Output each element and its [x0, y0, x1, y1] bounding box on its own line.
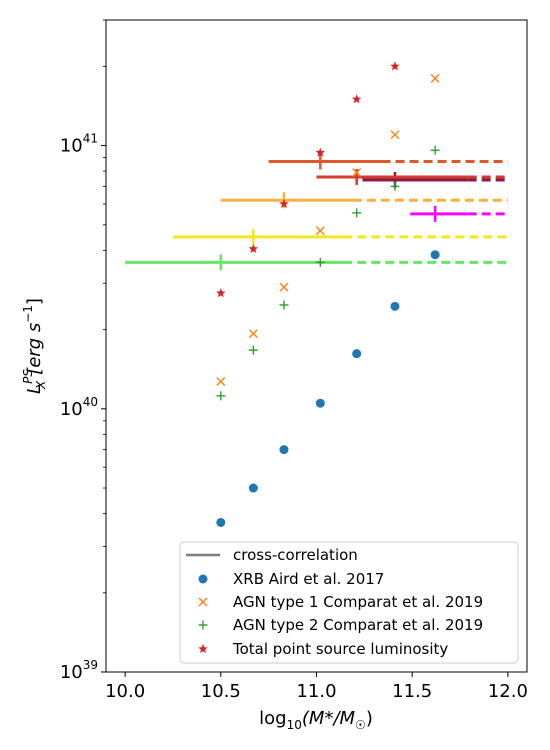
y-tick-label: 1040: [60, 395, 98, 420]
data-point-plus: [430, 145, 440, 155]
data-point-x: [430, 73, 440, 83]
data-point-star: [390, 61, 400, 71]
data-point-circle: [315, 398, 325, 408]
data-point-plus: [390, 181, 400, 191]
data-point-circle: [430, 250, 440, 260]
legend-label: cross-correlation: [233, 546, 358, 564]
legend-label: Total point source luminosity: [232, 640, 448, 658]
series-x: [216, 73, 440, 386]
data-point-x: [279, 282, 289, 292]
data-point-circle: [279, 445, 289, 455]
data-point-circle: [390, 301, 400, 311]
y-tick-label: 1041: [60, 132, 98, 157]
legend-label: XRB Aird et al. 2017: [233, 570, 384, 588]
data-point-plus: [279, 300, 289, 310]
data-point-star: [248, 243, 259, 253]
y-axis-label: LPSX[erg s−1]: [21, 298, 48, 394]
y-tick-label: 1039: [60, 658, 98, 683]
data-point-plus: [315, 257, 325, 267]
legend-handle-plus: [198, 620, 208, 630]
legend-label: AGN type 1 Comparat et al. 2019: [233, 593, 483, 611]
data-point-star: [279, 198, 289, 209]
x-axis-label: log10(M*/M☉): [259, 708, 373, 732]
data-point-x: [315, 226, 325, 236]
data-point-star: [315, 147, 326, 157]
data-point-star: [216, 288, 226, 298]
data-point-x: [216, 376, 226, 386]
x-tick-label: 11.0: [296, 681, 336, 702]
legend-handle-circle: [198, 574, 208, 584]
data-point-plus: [248, 345, 258, 355]
data-point-star: [351, 94, 362, 104]
x-tick-label: 10.5: [201, 681, 241, 702]
data-point-x: [352, 168, 362, 178]
data-point-x: [248, 329, 258, 339]
legend-handle-x: [198, 597, 208, 607]
x-tick-label: 11.5: [392, 681, 432, 702]
data-point-x: [390, 130, 400, 140]
legend-handle-star: [198, 644, 208, 654]
series-plus: [216, 145, 440, 401]
data-point-circle: [216, 517, 226, 527]
data-point-plus: [216, 391, 226, 401]
legend-items: cross-correlation XRB Aird et al. 2017 AGN…: [186, 546, 483, 658]
x-tick-label: 10.0: [105, 681, 145, 702]
legend-label: AGN type 2 Comparat et al. 2019: [233, 616, 483, 634]
series-markers: [216, 61, 440, 527]
legend-box: [179, 541, 519, 664]
x-tick-label: 12.0: [488, 681, 528, 702]
data-point-plus: [352, 208, 362, 218]
x-ticks: 10.0 10.5 11.0 11.5 12.0: [105, 672, 528, 702]
y-ticks: 1039 1040 1041: [60, 19, 106, 683]
series-circle: [216, 250, 440, 527]
series-star: [216, 61, 400, 298]
data-point-circle: [248, 483, 258, 493]
legend: cross-correlation XRB Aird et al. 2017 AGN…: [179, 541, 519, 664]
data-point-circle: [352, 349, 362, 359]
